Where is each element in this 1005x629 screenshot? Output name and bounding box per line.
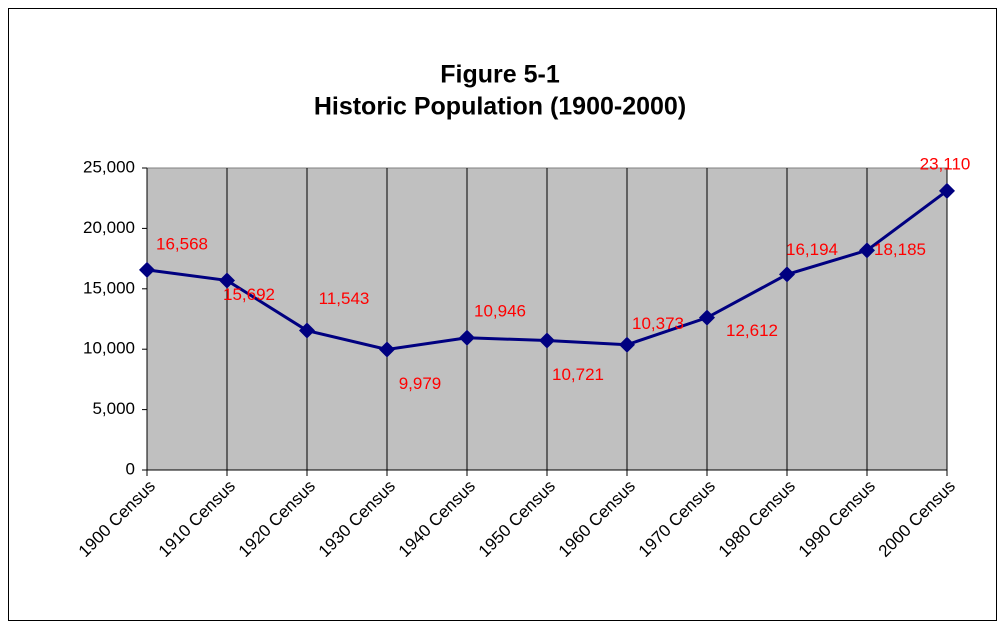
- data-label: 16,568: [156, 234, 208, 253]
- marker: [139, 261, 155, 278]
- data-label: 10,946: [474, 301, 526, 320]
- marker: [379, 341, 395, 358]
- data-label: 18,185: [874, 240, 926, 259]
- data-label: 11,543: [319, 289, 370, 308]
- marker: [619, 336, 635, 353]
- y-tick-label: 0: [126, 459, 135, 478]
- data-label: 12,612: [726, 321, 778, 340]
- y-tick-label: 25,000: [83, 157, 135, 176]
- y-tick-label: 20,000: [83, 218, 135, 237]
- data-label: 10,721: [552, 365, 604, 384]
- data-label: 10,373: [632, 314, 684, 333]
- marker: [539, 332, 555, 349]
- data-label: 9,979: [399, 374, 442, 393]
- marker: [459, 329, 475, 346]
- marker: [939, 182, 955, 199]
- data-label: 15,692: [223, 285, 275, 304]
- data-label: 16,194: [786, 240, 838, 259]
- marker: [699, 309, 715, 326]
- chart-title: Figure 5-1: [440, 61, 560, 89]
- marker: [859, 242, 875, 259]
- marker: [219, 272, 235, 289]
- data-label: 23,110: [920, 154, 971, 173]
- y-tick-label: 15,000: [83, 278, 135, 297]
- marker: [779, 266, 795, 283]
- y-tick-label: 10,000: [83, 339, 135, 358]
- chart-subtitle: Historic Population (1900-2000): [314, 93, 686, 121]
- marker: [299, 322, 315, 339]
- y-tick-label: 5,000: [92, 399, 135, 418]
